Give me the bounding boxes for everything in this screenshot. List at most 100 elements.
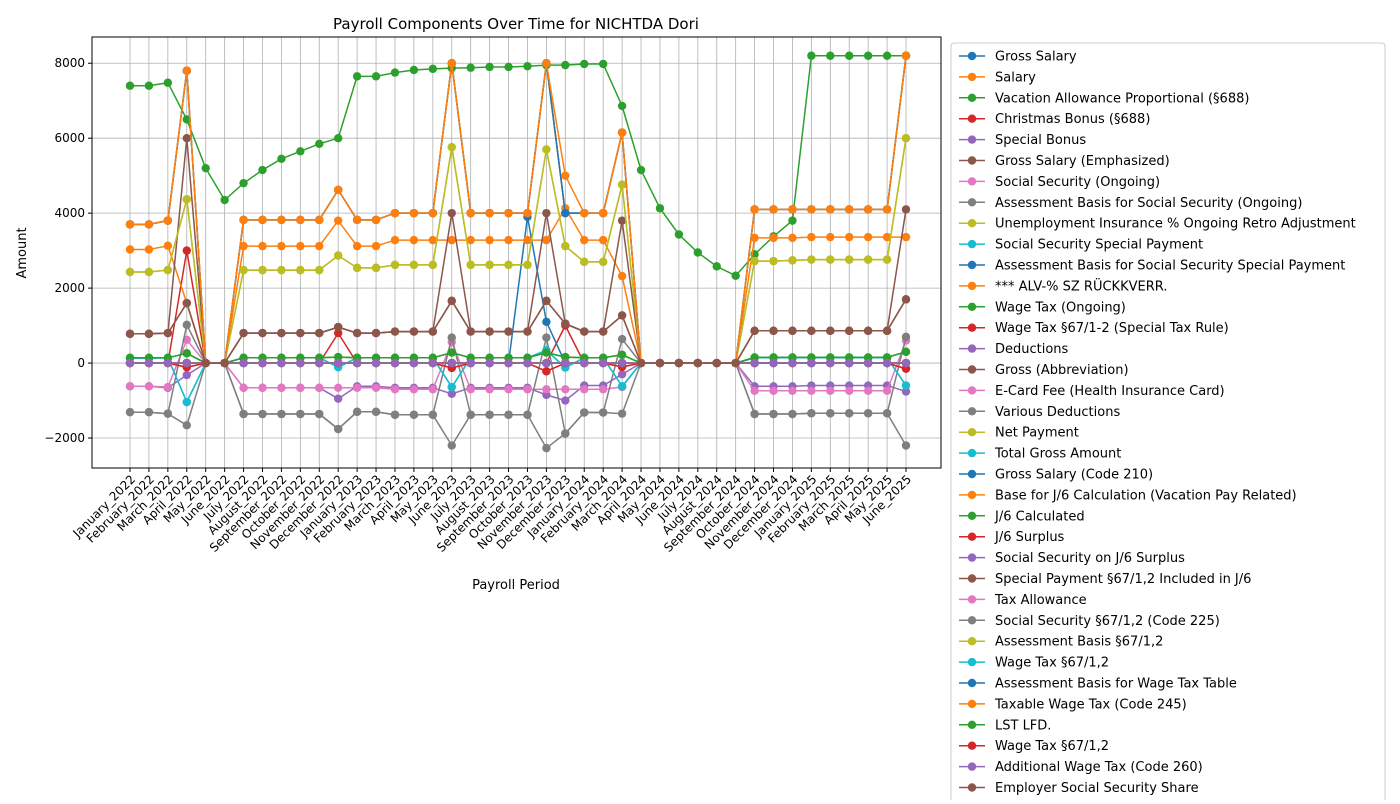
data-point bbox=[882, 409, 892, 418]
data-point bbox=[201, 358, 210, 368]
legend-marker bbox=[967, 490, 977, 500]
data-point bbox=[447, 358, 456, 368]
legend-label: Special Bonus bbox=[995, 133, 1086, 148]
legend-item: Additional Wage Tax (Code 260) bbox=[959, 760, 1203, 775]
data-point bbox=[788, 256, 797, 265]
legend-label: Unemployment Insurance % Ongoing Retro A… bbox=[995, 217, 1356, 232]
legend-marker bbox=[967, 407, 977, 416]
legend-item: *** ALV-% SZ RÜCKKVERR. bbox=[959, 277, 1167, 294]
legend-label: Special Payment §67/1,2 Included in J/6 bbox=[995, 572, 1251, 587]
legend-label: E-Card Fee (Health Insurance Card) bbox=[995, 384, 1225, 399]
legend-item: Assessment Basis §67/1,2 bbox=[959, 635, 1163, 650]
data-point bbox=[371, 241, 381, 251]
data-point bbox=[352, 72, 362, 81]
data-point bbox=[901, 232, 911, 242]
legend-marker bbox=[967, 365, 977, 374]
data-point bbox=[636, 165, 646, 175]
data-point bbox=[352, 241, 362, 251]
data-point bbox=[277, 241, 286, 251]
data-point bbox=[315, 409, 324, 419]
data-point bbox=[523, 327, 532, 336]
data-point bbox=[447, 382, 456, 392]
data-point bbox=[523, 208, 532, 218]
data-point bbox=[144, 329, 154, 339]
data-point bbox=[807, 386, 816, 395]
data-point bbox=[901, 295, 911, 304]
data-point bbox=[315, 358, 324, 368]
legend-marker bbox=[967, 657, 977, 667]
data-point bbox=[333, 133, 343, 143]
data-point bbox=[485, 358, 494, 368]
data-point bbox=[447, 389, 456, 398]
legend-marker bbox=[967, 198, 977, 207]
data-point bbox=[617, 409, 627, 418]
data-point bbox=[485, 235, 494, 245]
data-point bbox=[826, 409, 835, 418]
data-point bbox=[296, 383, 305, 392]
legend-marker bbox=[967, 114, 977, 123]
data-point bbox=[580, 59, 589, 69]
data-point bbox=[769, 326, 778, 336]
data-point bbox=[409, 358, 419, 368]
data-point bbox=[296, 265, 305, 275]
data-point bbox=[239, 358, 248, 368]
data-point bbox=[807, 409, 816, 418]
data-point bbox=[352, 328, 362, 338]
legend-marker bbox=[967, 428, 977, 437]
data-point bbox=[769, 358, 778, 368]
data-point bbox=[504, 410, 513, 419]
data-point bbox=[144, 267, 154, 277]
data-point bbox=[580, 385, 589, 394]
data-point bbox=[182, 421, 191, 430]
legend-item: Wage Tax §67/1,2 bbox=[959, 656, 1109, 671]
data-point bbox=[504, 208, 513, 218]
data-point bbox=[863, 386, 873, 395]
data-point bbox=[826, 205, 835, 214]
series-path bbox=[130, 362, 907, 450]
legend-marker bbox=[967, 448, 977, 458]
data-point bbox=[409, 235, 419, 245]
data-point bbox=[617, 311, 627, 320]
data-point bbox=[788, 386, 797, 395]
legend-item: Salary bbox=[959, 70, 1036, 85]
data-point bbox=[542, 367, 551, 376]
data-point bbox=[333, 251, 343, 260]
legend-item: J/6 Surplus bbox=[959, 530, 1065, 545]
data-point bbox=[561, 171, 570, 180]
legend-label: Base for J/6 Calculation (Vacation Pay R… bbox=[995, 488, 1297, 503]
legend-item: J/6 Calculated bbox=[959, 509, 1085, 524]
legend-item: Gross (Abbreviation) bbox=[959, 363, 1129, 378]
data-point bbox=[390, 327, 400, 336]
data-point bbox=[277, 265, 286, 275]
data-point bbox=[863, 326, 873, 336]
data-point bbox=[504, 327, 513, 336]
data-point bbox=[542, 208, 551, 218]
data-point bbox=[182, 66, 191, 75]
y-tick-label: 2000 bbox=[54, 281, 85, 295]
data-point bbox=[845, 386, 854, 395]
legend-marker bbox=[967, 239, 977, 249]
legend-label: Assessment Basis for Social Security Spe… bbox=[995, 259, 1345, 274]
legend-label: Gross Salary (Emphasized) bbox=[995, 154, 1170, 169]
data-point bbox=[144, 358, 154, 368]
data-point bbox=[542, 348, 551, 357]
data-point bbox=[882, 386, 892, 395]
legend-item: Various Deductions bbox=[959, 405, 1120, 420]
data-point bbox=[447, 296, 456, 306]
axis-ticks: −200002000400060008000January_2022Februa… bbox=[44, 56, 914, 555]
data-point bbox=[542, 385, 551, 394]
data-point bbox=[163, 409, 173, 418]
data-point bbox=[523, 410, 532, 419]
data-point bbox=[882, 232, 892, 242]
legend-item: Wage Tax §67/1-2 (Special Tax Rule) bbox=[959, 321, 1229, 336]
data-point bbox=[655, 204, 665, 213]
data-point bbox=[598, 59, 608, 69]
data-point bbox=[428, 385, 438, 394]
data-point bbox=[769, 233, 778, 243]
legend-marker bbox=[967, 762, 977, 771]
data-point bbox=[788, 205, 797, 214]
data-point bbox=[333, 185, 343, 195]
data-point bbox=[863, 255, 873, 264]
data-point bbox=[182, 320, 191, 330]
data-point bbox=[580, 358, 589, 368]
